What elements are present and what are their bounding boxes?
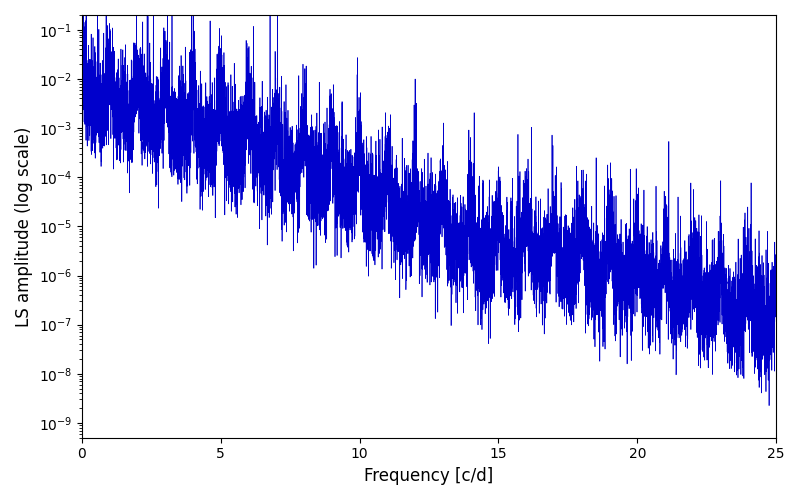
Y-axis label: LS amplitude (log scale): LS amplitude (log scale) [15, 126, 33, 326]
X-axis label: Frequency [c/d]: Frequency [c/d] [364, 467, 494, 485]
